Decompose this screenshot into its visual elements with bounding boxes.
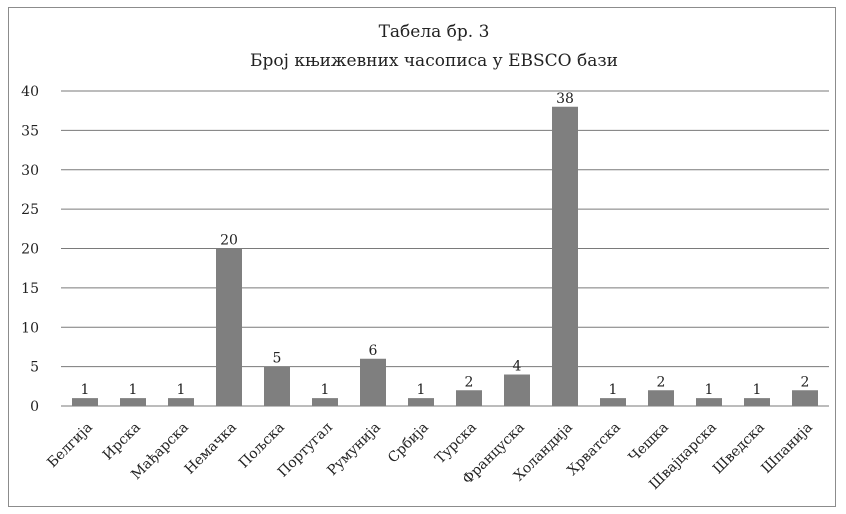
chart-subtitle: Број књижевних часописа у EBSCO бази — [250, 51, 618, 71]
bar — [168, 398, 194, 406]
y-tick-label: 15 — [21, 281, 39, 297]
data-label: 20 — [220, 233, 238, 249]
bar — [408, 398, 434, 406]
bar — [696, 398, 722, 406]
bar — [312, 398, 338, 406]
y-tick-label: 25 — [21, 202, 39, 218]
bar-chart: Табела бр. 3 Број књижевних часописа у E… — [21, 22, 829, 493]
y-tick-label: 40 — [21, 84, 39, 100]
data-label: 2 — [801, 374, 810, 390]
bar — [216, 248, 242, 406]
y-tick-label: 20 — [21, 242, 39, 258]
data-label: 1 — [417, 382, 426, 398]
data-label: 1 — [705, 382, 714, 398]
y-tick-label: 35 — [21, 123, 39, 139]
bar — [72, 398, 98, 406]
bar — [648, 390, 674, 406]
data-label: 1 — [129, 382, 138, 398]
chart-frame: Табела бр. 3 Број књижевних часописа у E… — [8, 7, 836, 507]
data-label: 5 — [273, 351, 282, 367]
x-tick-label: Немачка — [182, 420, 240, 478]
x-tick-label: Шведска — [710, 420, 768, 478]
data-label: 1 — [177, 382, 186, 398]
gridlines — [61, 90, 829, 407]
x-axis-categories: Белгија ИрскаМађарскаНемачкаПољскаПортуга… — [44, 419, 815, 492]
y-tick-label: 10 — [21, 320, 39, 336]
x-tick-label: Шпанија — [759, 420, 816, 477]
bar — [360, 358, 386, 406]
bar — [504, 374, 530, 406]
x-tick-label: Турска — [432, 420, 480, 468]
data-label: 1 — [753, 382, 762, 398]
data-label: 4 — [513, 359, 522, 375]
bar — [744, 398, 770, 406]
x-tick-label: Ирска — [100, 420, 144, 464]
data-label: 1 — [81, 382, 90, 398]
bar — [600, 398, 626, 406]
data-label: 6 — [369, 343, 378, 359]
data-labels: 1 1 1 20 5 1 6 1 2 4 38 1 2 1 1 2 — [81, 91, 810, 398]
bar — [120, 398, 146, 406]
bar — [264, 366, 290, 406]
data-label: 2 — [657, 374, 666, 390]
data-label: 38 — [556, 91, 574, 107]
y-tick-label: 0 — [30, 399, 39, 415]
y-axis-ticks: 0 5 10 15 20 25 30 35 40 — [21, 84, 39, 415]
bar — [792, 390, 818, 406]
y-tick-label: 5 — [30, 360, 39, 376]
bars — [72, 106, 818, 406]
data-label: 1 — [609, 382, 618, 398]
data-label: 2 — [465, 374, 474, 390]
y-tick-label: 30 — [21, 163, 39, 179]
x-tick-label: Србија — [385, 420, 432, 467]
bar — [456, 390, 482, 406]
chart-title: Табела бр. 3 — [379, 22, 490, 42]
x-tick-label: Белгија — [44, 420, 95, 471]
x-tick-label: Чешка — [626, 420, 672, 466]
data-label: 1 — [321, 382, 330, 398]
x-tick-label: Хрватска — [565, 420, 624, 479]
bar — [552, 106, 578, 406]
